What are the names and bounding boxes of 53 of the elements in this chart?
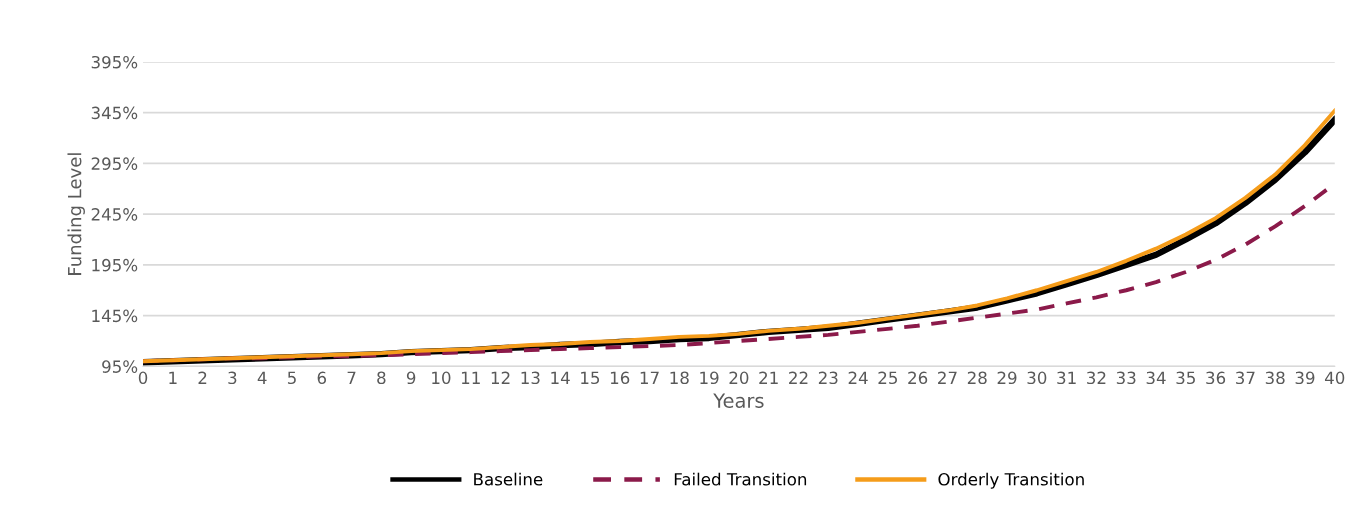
x-tick-label: 30: [1027, 371, 1047, 385]
x-tick-label: 7: [347, 371, 356, 384]
legend-label: Failed Transition: [674, 472, 807, 486]
x-tick-label: 39: [1295, 371, 1315, 385]
x-tick-label: 16: [610, 371, 630, 385]
y-tick-label: 295%: [91, 157, 138, 170]
y-tick-label: 345%: [91, 106, 138, 120]
x-tick-label: 17: [640, 371, 659, 384]
x-tick-label: 6: [317, 371, 327, 385]
y-tick-label: 395%: [91, 55, 138, 69]
x-tick-label: 22: [789, 371, 808, 384]
x-tick-label: 13: [521, 371, 540, 385]
x-axis-title: Years: [713, 393, 764, 408]
x-tick-label: 40: [1324, 371, 1345, 385]
x-tick-label: 35: [1176, 371, 1195, 385]
x-tick-label: 24: [848, 371, 868, 384]
x-tick-label: 37: [1236, 371, 1255, 385]
x-tick-label: 11: [461, 371, 480, 384]
x-tick-label: 5: [287, 371, 296, 385]
x-tick-label: 1: [169, 371, 177, 384]
x-tick-label: 34: [1146, 371, 1166, 385]
x-tick-label: 23: [818, 371, 838, 385]
x-tick-label: 32: [1087, 371, 1106, 385]
y-tick-label: 245%: [91, 208, 138, 221]
x-tick-label: 2: [198, 371, 207, 384]
x-tick-label: 8: [377, 371, 386, 385]
x-tick-label: 38: [1265, 371, 1285, 385]
legend-label: Baseline: [474, 472, 543, 486]
x-tick-label: 25: [878, 371, 897, 385]
x-tick-label: 27: [938, 371, 957, 384]
x-tick-label: 14: [551, 371, 570, 384]
x-tick-label: 29: [997, 371, 1017, 385]
x-tick-label: 12: [491, 371, 510, 384]
x-tick-label: 33: [1116, 371, 1136, 385]
y-tick-label: 95%: [102, 360, 138, 373]
y-axis-title: Funding Level: [67, 153, 85, 275]
x-tick-label: 18: [670, 371, 689, 385]
x-tick-label: 36: [1206, 371, 1226, 385]
x-tick-label: 19: [700, 371, 719, 385]
x-tick-label: 3: [228, 371, 237, 385]
x-tick-label: 10: [432, 371, 451, 385]
x-tick-label: 15: [581, 371, 600, 385]
x-tick-label: 26: [908, 371, 928, 385]
y-tick-label: 145%: [92, 309, 138, 323]
legend-label: Orderly Transition: [938, 472, 1084, 489]
x-tick-label: 21: [759, 371, 778, 384]
x-tick-label: 9: [406, 371, 416, 385]
x-tick-label: 28: [967, 371, 987, 385]
y-tick-label: 195%: [92, 258, 138, 272]
x-tick-label: 4: [257, 371, 267, 384]
x-tick-label: 20: [729, 371, 749, 385]
x-tick-label: 31: [1057, 371, 1076, 385]
x-tick-label: 0: [138, 371, 148, 385]
